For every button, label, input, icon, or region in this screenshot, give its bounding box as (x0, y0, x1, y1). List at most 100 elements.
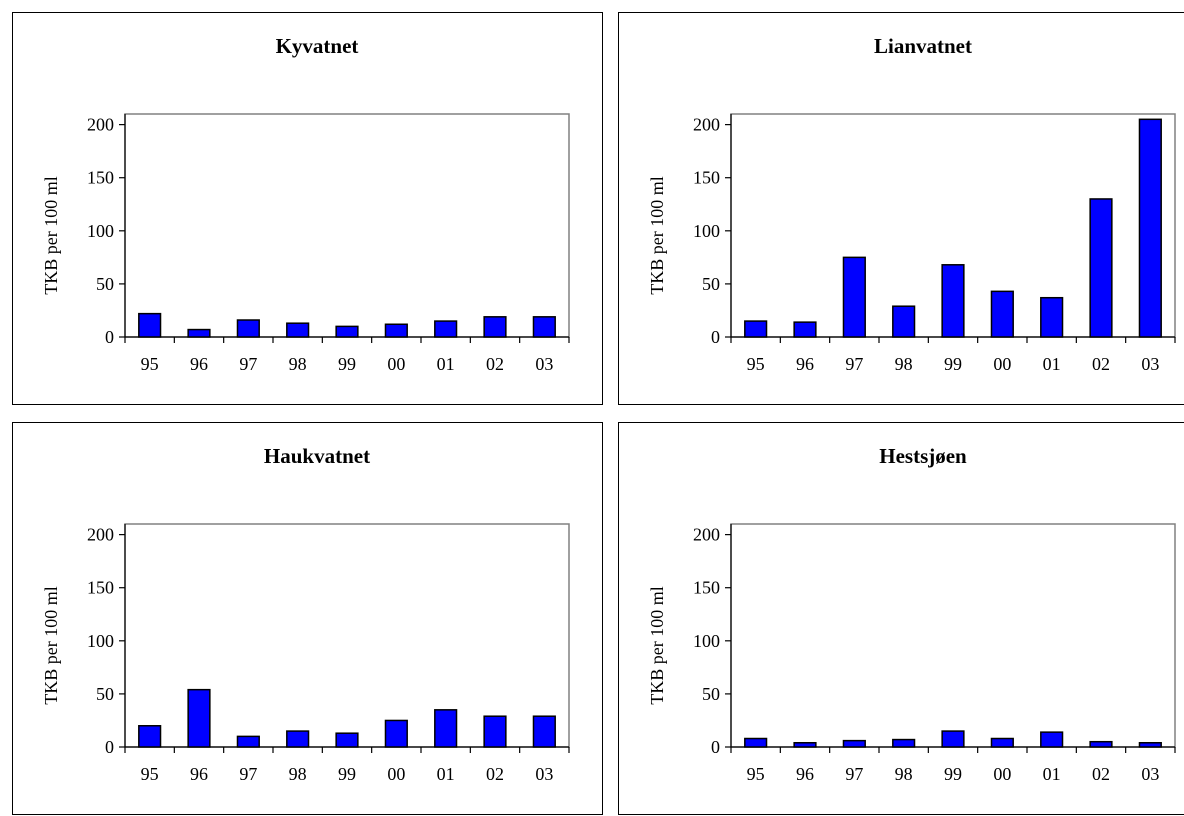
bar-98 (892, 738, 916, 748)
chart-svg-lianvatnet: Lianvatnet 0 50 100 150 200 TKB per 100 ml 95 96… (647, 34, 1176, 374)
y-axis-title: TKB per 100 ml (41, 176, 61, 295)
y-tick-label: 150 (87, 168, 114, 188)
bar-00 (384, 323, 408, 338)
y-tick-label: 200 (693, 525, 720, 545)
x-tick-label: 03 (535, 354, 553, 374)
x-tick-label: 02 (486, 354, 504, 374)
bar-00 (384, 719, 408, 748)
chart-panel-haukvatnet: Haukvatnet 0 50 100 150 200 TKB per 100 ml 95 96… (12, 422, 603, 815)
y-tick-label: 50 (702, 274, 720, 294)
chart-title: Lianvatnet (874, 34, 972, 58)
bar-02 (483, 316, 507, 338)
chart-title: Haukvatnet (264, 444, 370, 468)
x-tick-label: 97 (239, 764, 257, 784)
y-tick-label: 150 (87, 578, 114, 598)
bar-02 (1089, 198, 1113, 338)
x-tick-label: 02 (1092, 354, 1110, 374)
bar-01 (434, 709, 458, 748)
x-tick-label: 03 (535, 764, 553, 784)
x-tick-label: 95 (141, 764, 159, 784)
y-tick-label: 150 (693, 578, 720, 598)
bar-97 (236, 735, 260, 748)
x-tick-label: 96 (796, 354, 814, 374)
bar-01 (434, 320, 458, 338)
x-tick-label: 00 (387, 764, 405, 784)
x-tick-label: 97 (845, 764, 863, 784)
chart-panel-kyvatnet: Kyvatnet 0 50 100 150 200 TKB per 100 ml 95 96 97… (12, 12, 603, 405)
y-tick-label: 50 (96, 684, 114, 704)
y-tick-label: 100 (87, 221, 114, 241)
chart-svg-haukvatnet: Haukvatnet 0 50 100 150 200 TKB per 100 ml 95 96… (41, 444, 570, 784)
bar-95 (138, 312, 162, 338)
bar-95 (744, 737, 768, 748)
x-tick-label: 96 (190, 354, 208, 374)
bar-96 (187, 688, 211, 748)
bar-99 (335, 732, 359, 748)
y-tick-label: 200 (693, 115, 720, 135)
y-tick-label: 200 (87, 525, 114, 545)
x-tick-label: 97 (239, 354, 257, 374)
x-tick-label: 01 (1043, 354, 1061, 374)
plot-area-frame (124, 113, 570, 338)
y-tick-label: 0 (711, 737, 720, 757)
x-tick-label: 98 (289, 764, 307, 784)
y-axis-title: TKB per 100 ml (647, 586, 667, 705)
chart-title: Kyvatnet (276, 34, 359, 58)
bar-97 (842, 256, 866, 338)
bar-03 (532, 715, 556, 748)
x-tick-label: 03 (1141, 354, 1159, 374)
x-tick-label: 03 (1141, 764, 1159, 784)
y-tick-label: 100 (693, 631, 720, 651)
bar-96 (187, 328, 211, 338)
chart-svg-kyvatnet: Kyvatnet 0 50 100 150 200 TKB per 100 ml 95 96 97… (41, 34, 570, 374)
y-tick-label: 200 (87, 115, 114, 135)
bar-01 (1040, 731, 1064, 748)
bar-03 (532, 316, 556, 338)
bar-96 (793, 321, 817, 338)
x-tick-label: 01 (437, 354, 455, 374)
y-tick-label: 100 (87, 631, 114, 651)
bar-99 (941, 264, 965, 338)
y-tick-label: 50 (702, 684, 720, 704)
bar-98 (892, 305, 916, 338)
x-tick-label: 98 (895, 354, 913, 374)
x-tick-label: 01 (437, 764, 455, 784)
x-tick-label: 02 (486, 764, 504, 784)
x-tick-label: 98 (289, 354, 307, 374)
x-tick-label: 96 (796, 764, 814, 784)
bar-96 (793, 742, 817, 748)
x-tick-label: 99 (944, 764, 962, 784)
bar-00 (990, 737, 1014, 748)
y-tick-label: 0 (105, 327, 114, 347)
chart-panel-hestsjoen: Hestsjøen 0 50 100 150 200 TKB per 100 ml 95 96 9… (618, 422, 1184, 815)
x-tick-label: 01 (1043, 764, 1061, 784)
x-tick-label: 99 (338, 764, 356, 784)
x-tick-label: 95 (747, 764, 765, 784)
bar-03 (1138, 118, 1162, 338)
x-tick-label: 00 (387, 354, 405, 374)
bar-98 (286, 730, 310, 748)
y-tick-label: 0 (105, 737, 114, 757)
x-tick-label: 98 (895, 764, 913, 784)
plot-area-frame (730, 523, 1176, 748)
x-tick-label: 95 (141, 354, 159, 374)
bar-00 (990, 290, 1014, 338)
chart-title: Hestsjøen (879, 444, 967, 468)
y-tick-label: 0 (711, 327, 720, 347)
y-tick-label: 150 (693, 168, 720, 188)
bar-99 (941, 730, 965, 748)
bar-98 (286, 322, 310, 338)
x-tick-label: 00 (993, 354, 1011, 374)
chart-panel-lianvatnet: Lianvatnet 0 50 100 150 200 TKB per 100 ml 95 96… (618, 12, 1184, 405)
bar-01 (1040, 296, 1064, 338)
y-axis-title: TKB per 100 ml (41, 586, 61, 705)
x-tick-label: 00 (993, 764, 1011, 784)
x-tick-label: 02 (1092, 764, 1110, 784)
bar-97 (236, 319, 260, 338)
y-tick-label: 50 (96, 274, 114, 294)
bar-02 (1089, 740, 1113, 748)
x-tick-label: 97 (845, 354, 863, 374)
bar-95 (744, 320, 768, 338)
bar-97 (842, 739, 866, 748)
x-tick-label: 96 (190, 764, 208, 784)
